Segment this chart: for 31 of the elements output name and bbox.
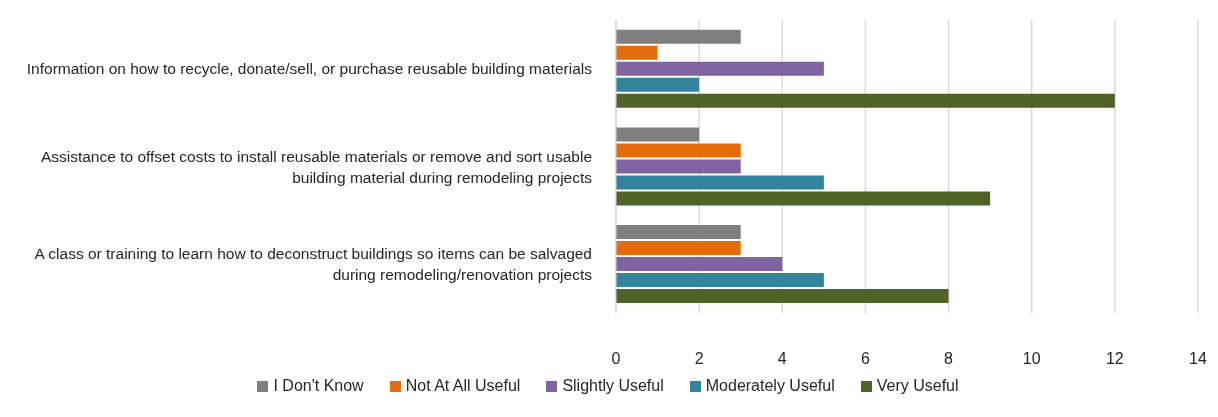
y-tick-label: Assistance to offset costs to install reusable materials or remove and sort usable building material during remodeling projects <box>39 146 592 188</box>
legend-label: I Don't Know <box>273 377 364 395</box>
bar <box>616 143 741 158</box>
bar <box>616 45 658 60</box>
x-tick-label: 0 <box>611 350 621 368</box>
legend-label: Very Useful <box>876 377 959 395</box>
bar <box>616 225 741 240</box>
x-tick-label: 12 <box>1105 350 1124 368</box>
bar <box>616 289 949 304</box>
legend-label: Not At All Useful <box>405 377 521 395</box>
y-tick-label: A class or training to learn how to deconstruct buildings so items can be salvaged during remodeling/renovation projects <box>33 244 592 286</box>
x-tick-label: 2 <box>694 350 704 368</box>
bar <box>616 93 1115 108</box>
bar <box>616 175 824 190</box>
x-tick-label: 8 <box>944 350 954 368</box>
bar <box>616 159 741 174</box>
x-tick-label: 10 <box>1022 350 1041 368</box>
x-tick-label: 14 <box>1189 350 1207 368</box>
legend-label: Moderately Useful <box>705 377 835 395</box>
legend-label: Slightly Useful <box>562 377 664 395</box>
x-tick-label: 6 <box>860 350 870 368</box>
bar <box>616 61 824 76</box>
x-tick-label: 4 <box>777 350 787 368</box>
bar <box>616 29 741 44</box>
bar <box>616 191 991 206</box>
bar <box>616 127 700 142</box>
bar <box>616 241 741 256</box>
bar <box>616 77 700 92</box>
y-tick-label: Information on how to recycle, donate/sell, or purchase reusable building materials <box>26 59 592 80</box>
bar <box>616 257 783 272</box>
bar <box>616 273 824 288</box>
